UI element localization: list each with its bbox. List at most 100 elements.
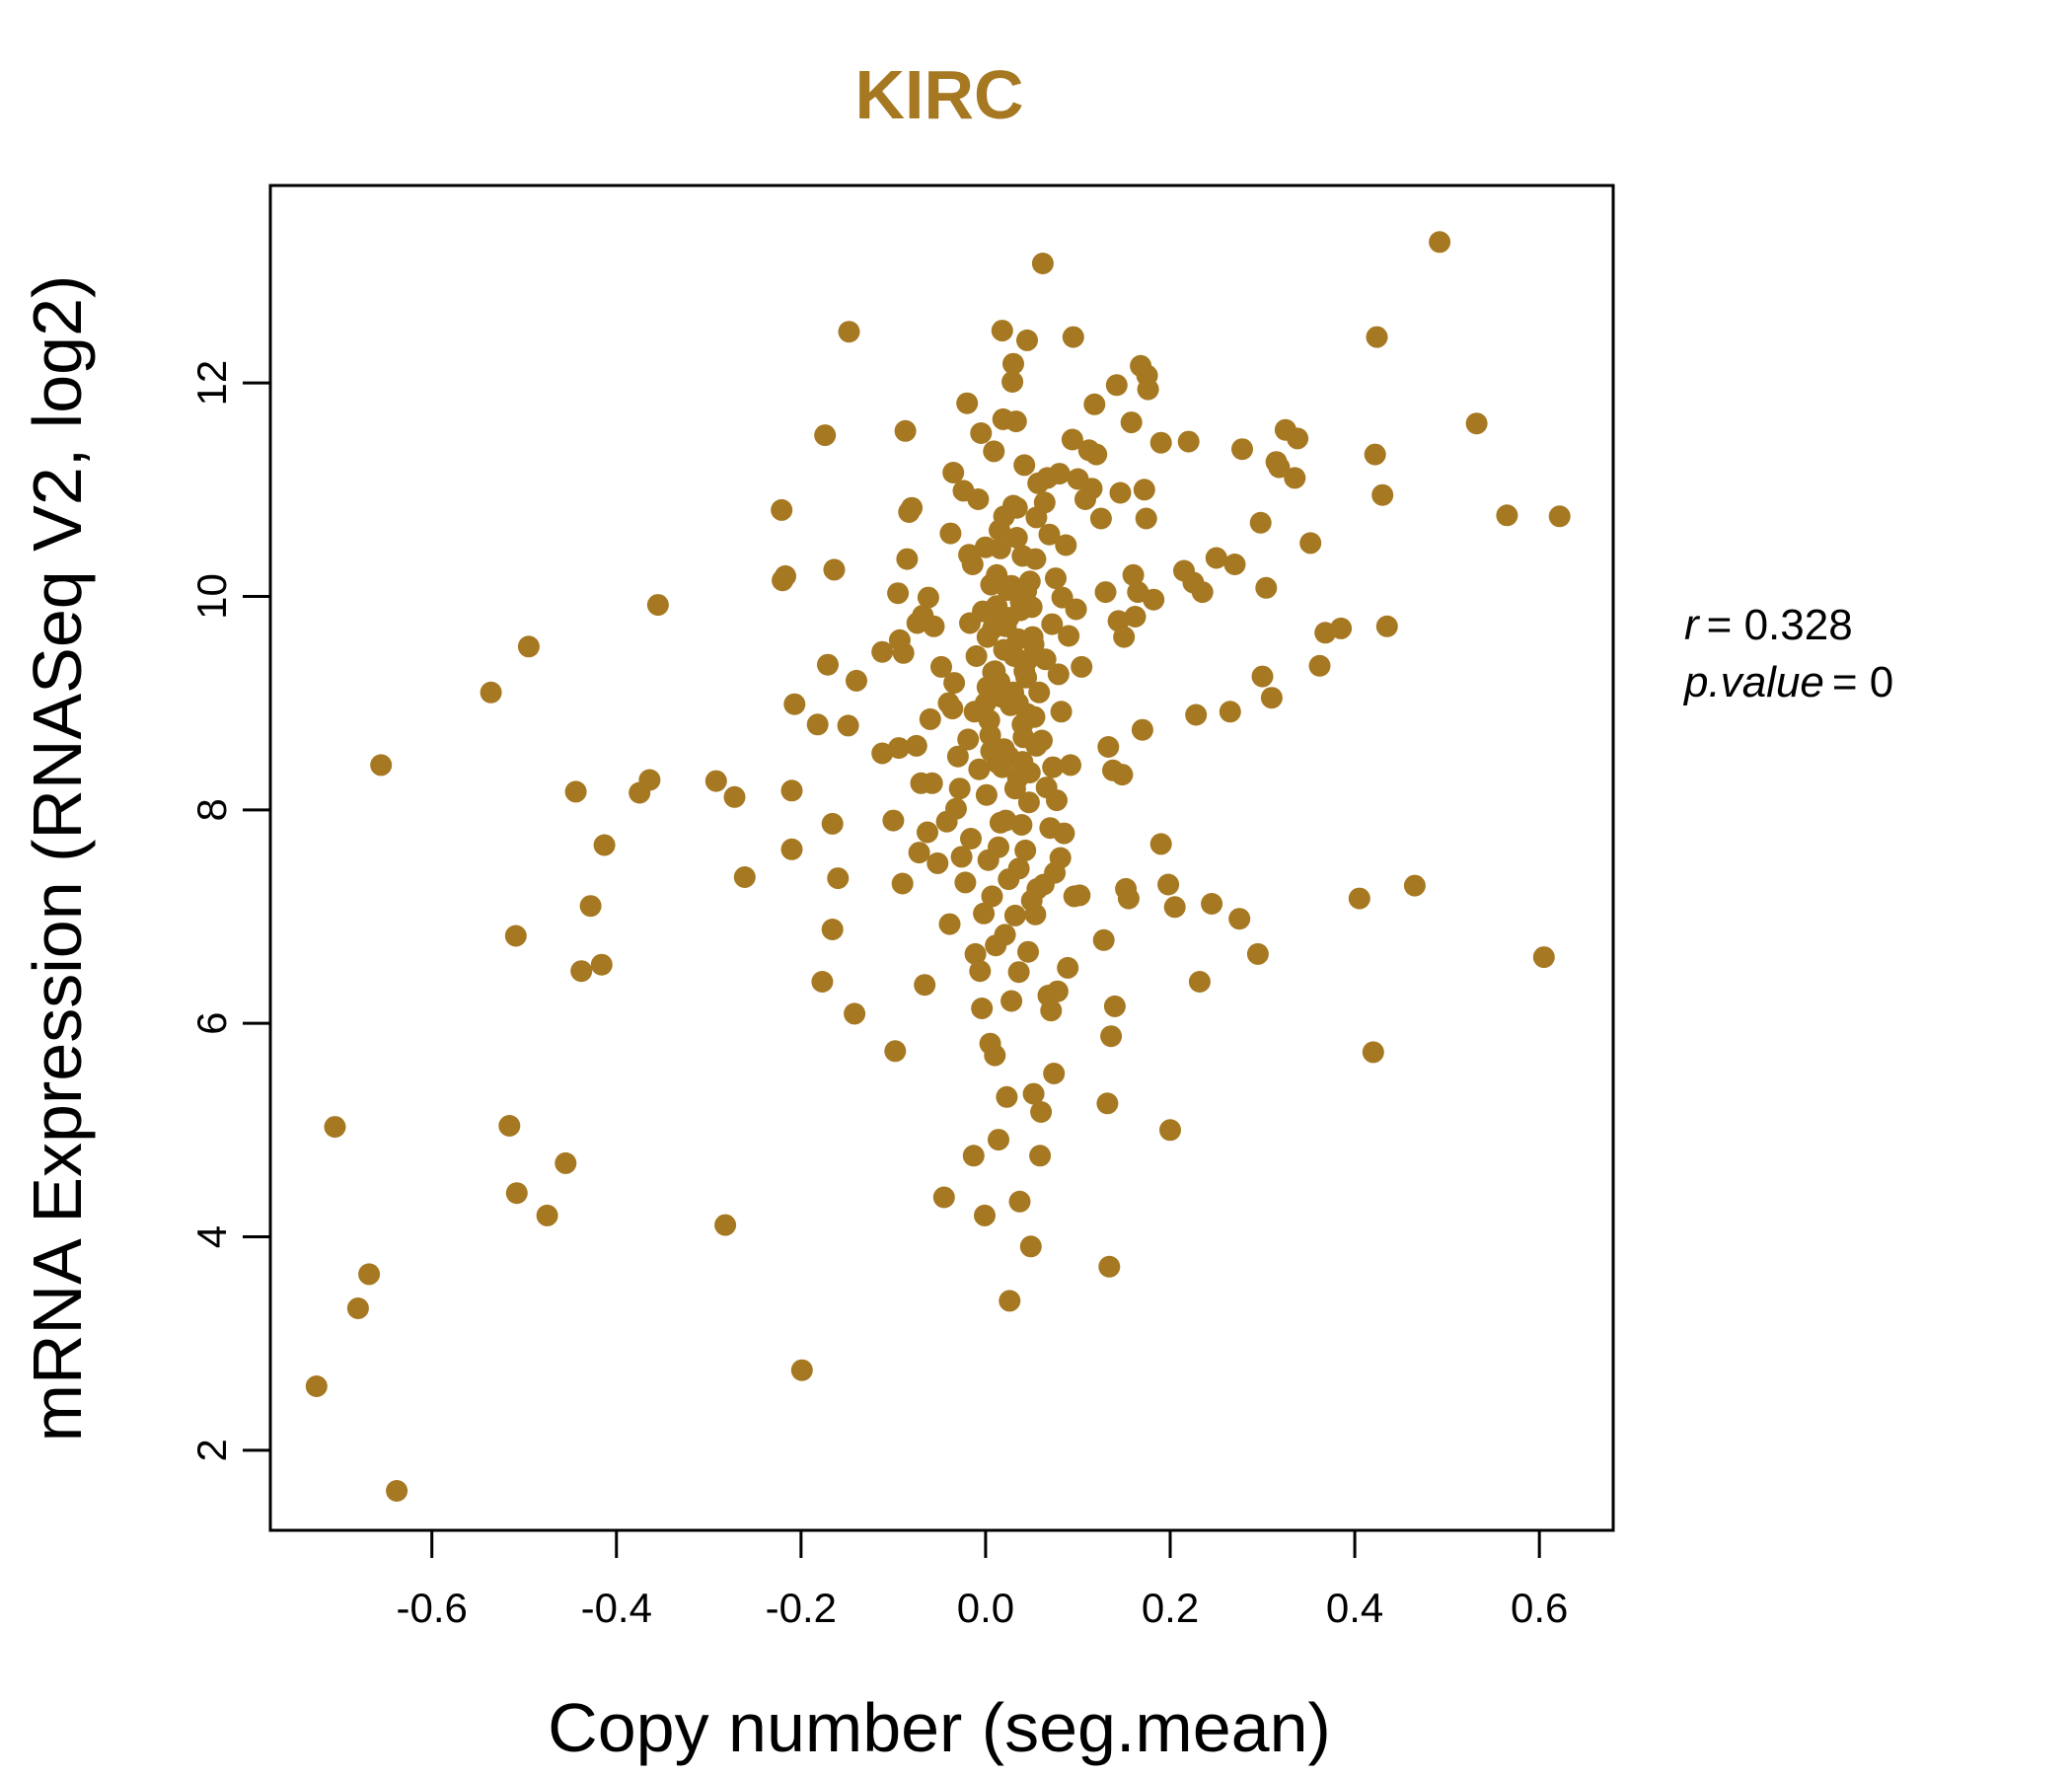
data-point (1532, 946, 1555, 969)
data-point (1060, 754, 1081, 777)
data-point (1098, 1255, 1121, 1278)
data-point (1007, 857, 1030, 880)
x-tick-label: 0.6 (1511, 1585, 1568, 1631)
data-point (988, 836, 1009, 858)
data-point (1201, 893, 1223, 915)
data-point (1007, 961, 1030, 984)
data-point (1348, 887, 1370, 910)
data-point (1022, 1082, 1045, 1105)
data-point (1096, 1092, 1119, 1115)
data-point (1159, 1119, 1181, 1142)
data-point (1071, 655, 1093, 678)
data-point (962, 1145, 985, 1167)
data-point (305, 1375, 328, 1397)
data-point (1033, 491, 1056, 514)
data-point (1094, 581, 1117, 604)
data-point (714, 1214, 737, 1236)
x-axis-label: Copy number (seg.mean) (548, 1689, 1331, 1766)
data-point (780, 838, 803, 860)
data-point (358, 1263, 381, 1286)
data-point (979, 724, 1001, 747)
data-point (1330, 617, 1353, 639)
data-point (888, 737, 910, 760)
data-point (498, 1115, 521, 1137)
data-point (1024, 548, 1047, 570)
data-point (504, 925, 527, 947)
data-point (1025, 734, 1048, 757)
r-stat: r = 0.328 (1684, 601, 1853, 649)
data-point (1024, 903, 1047, 925)
data-point (775, 564, 796, 587)
data-point (821, 919, 844, 940)
p-value-stat: p.value = 0 (1682, 658, 1893, 706)
data-point (1260, 687, 1283, 709)
data-point (938, 913, 961, 935)
data-point (638, 769, 661, 791)
data-point (1045, 567, 1067, 590)
y-tick-label: 8 (188, 798, 235, 821)
x-tick-label: 0.0 (957, 1585, 1014, 1631)
y-tick-label: 4 (188, 1225, 235, 1248)
data-point (814, 424, 837, 447)
data-point (1122, 563, 1145, 586)
data-point (1124, 606, 1147, 628)
data-point (593, 834, 616, 856)
data-point (1034, 648, 1057, 671)
data-point (1371, 483, 1394, 506)
data-point (984, 1044, 1006, 1067)
data-point (570, 960, 593, 983)
data-point (324, 1116, 346, 1139)
data-point (817, 653, 839, 676)
data-point (1228, 908, 1251, 930)
data-point (1111, 764, 1134, 786)
data-point (891, 872, 914, 895)
data-point (1043, 1063, 1066, 1084)
data-point (871, 640, 894, 663)
data-point (838, 321, 860, 343)
data-point (1105, 374, 1128, 397)
x-tick-label: -0.4 (581, 1585, 652, 1631)
data-point (887, 582, 910, 605)
data-point (1100, 1025, 1123, 1048)
data-point (954, 871, 977, 894)
data-point (917, 821, 938, 844)
y-tick-label: 10 (188, 573, 235, 620)
data-point (1375, 615, 1398, 637)
data-point (1016, 329, 1038, 351)
data-point (939, 522, 962, 545)
data-point (723, 785, 746, 808)
data-point (1019, 1235, 1042, 1258)
data-point (564, 780, 587, 803)
data-point (970, 422, 993, 444)
data-point (555, 1151, 577, 1174)
data-point (1364, 443, 1386, 466)
data-point (1299, 532, 1322, 555)
data-point (932, 1186, 955, 1209)
data-point (1113, 626, 1136, 648)
data-point (1005, 527, 1028, 549)
data-point (945, 797, 967, 820)
x-tick-label: -0.6 (397, 1585, 468, 1631)
data-point (771, 498, 793, 521)
data-point (1429, 231, 1451, 254)
data-point (1362, 1041, 1384, 1064)
data-point (1308, 654, 1331, 677)
data-point (1022, 633, 1045, 656)
data-point (991, 320, 1013, 342)
data-point (704, 770, 727, 792)
data-point (1016, 703, 1038, 725)
data-point (926, 851, 949, 874)
data-point (1284, 467, 1306, 489)
data-point (1049, 847, 1072, 869)
data-point (821, 812, 844, 835)
data-point (969, 960, 992, 983)
data-point (590, 953, 613, 976)
data-point (1013, 454, 1036, 477)
data-point (942, 462, 965, 483)
data-point (1050, 701, 1073, 723)
data-point (579, 895, 602, 918)
data-point (1465, 412, 1488, 435)
y-tick-label: 2 (188, 1439, 235, 1461)
data-point (1085, 443, 1108, 466)
data-point (965, 645, 988, 667)
